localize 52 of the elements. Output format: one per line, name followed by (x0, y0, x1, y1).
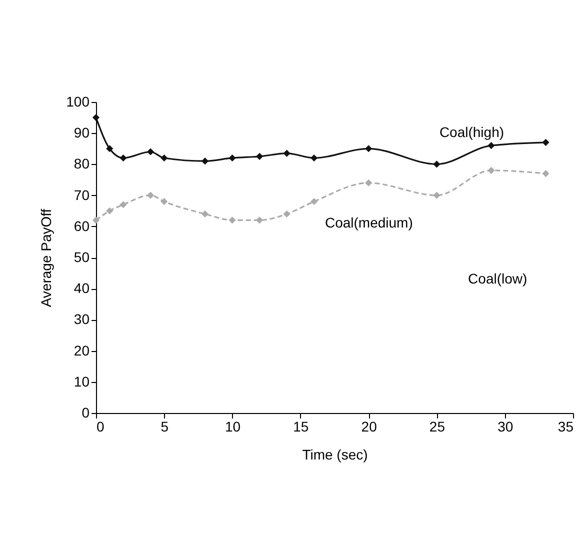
x-tick-label: 10 (224, 418, 241, 434)
point (92, 216, 100, 224)
y-tick-label: 100 (66, 94, 90, 110)
point (542, 170, 550, 178)
x-tick-label: 15 (293, 418, 309, 434)
x-axis-title: Time (sec) (302, 446, 368, 462)
x-tick-label: 35 (558, 418, 574, 434)
point (283, 150, 290, 157)
x-tick-label: 30 (498, 418, 514, 434)
point (146, 192, 154, 199)
point (146, 148, 154, 156)
y-axis-title: Average PayOff (38, 208, 54, 308)
x-tick-label: 20 (361, 418, 378, 434)
y-tick-label: 10 (74, 373, 90, 390)
point (365, 179, 372, 186)
y-tick-label: 70 (74, 186, 90, 203)
point (542, 138, 550, 146)
point (106, 207, 114, 214)
y-tick-label: 40 (74, 280, 90, 296)
point (488, 166, 495, 174)
point (92, 114, 100, 122)
point (256, 152, 264, 160)
y-tick-label: 80 (74, 156, 90, 172)
x-tick-label: 5 (160, 418, 169, 434)
point (160, 154, 168, 162)
point (228, 154, 236, 162)
series-label: Coal(high) (439, 124, 504, 140)
x-tick-label: 0 (96, 418, 104, 434)
point (433, 160, 440, 168)
point (201, 210, 209, 218)
point (120, 201, 127, 208)
point (120, 154, 127, 162)
point (488, 142, 495, 150)
point (228, 216, 236, 224)
x-tick-label: 25 (429, 418, 446, 434)
point (256, 216, 264, 224)
y-tick-label: 0 (82, 404, 90, 420)
y-tick-label: 50 (74, 249, 90, 265)
point (160, 198, 168, 206)
point (433, 192, 440, 199)
y-tick-label: 20 (74, 342, 90, 358)
y-tick-label: 60 (74, 218, 90, 234)
y-tick-label: 90 (74, 124, 90, 141)
point (365, 145, 372, 152)
series-label: Coal(medium) (324, 214, 413, 230)
point (201, 158, 209, 165)
annotation: Coal(low) (468, 270, 528, 286)
point (310, 198, 318, 206)
y-tick-label: 30 (74, 311, 90, 328)
point (106, 145, 114, 152)
point (283, 210, 290, 218)
point (310, 154, 318, 162)
